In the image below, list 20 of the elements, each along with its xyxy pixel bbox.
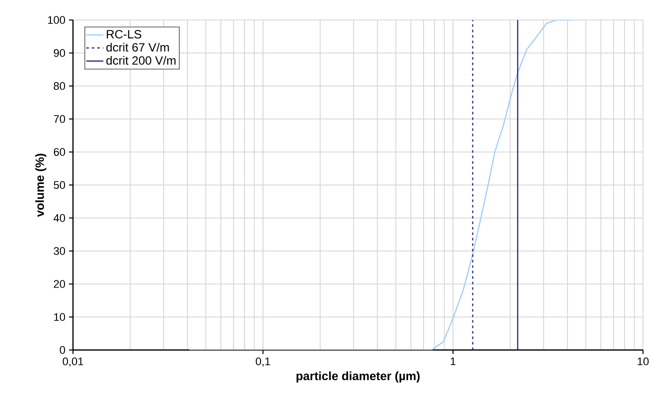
y-tick-label: 20 bbox=[54, 280, 66, 288]
x-tick-label: 0,01 bbox=[62, 358, 84, 367]
y-tick-label: 50 bbox=[54, 181, 66, 189]
y-tick-label: 60 bbox=[54, 148, 66, 156]
y-axis-title: volume (%) bbox=[35, 154, 46, 217]
x-tick-label: 0,1 bbox=[256, 358, 270, 367]
x-tick-label: 10 bbox=[638, 358, 649, 366]
x-tick-label: 1 bbox=[450, 358, 456, 366]
legend-label: RC-LS bbox=[106, 30, 142, 38]
y-tick-label: 80 bbox=[54, 82, 66, 90]
y-tick-label: 70 bbox=[54, 115, 66, 123]
y-tick-label: 0 bbox=[60, 346, 66, 354]
y-tick-label: 10 bbox=[54, 313, 66, 321]
y-tick-label: 40 bbox=[54, 214, 66, 222]
y-tick-label: 90 bbox=[54, 49, 66, 57]
x-axis-title: particle diameter (µm) bbox=[296, 371, 420, 383]
y-tick-label: 30 bbox=[54, 247, 66, 255]
y-tick-label: 100 bbox=[48, 16, 66, 24]
legend-label: dcrit 200 V/m bbox=[106, 56, 176, 65]
legend-label: dcrit 67 V/m bbox=[106, 42, 169, 52]
